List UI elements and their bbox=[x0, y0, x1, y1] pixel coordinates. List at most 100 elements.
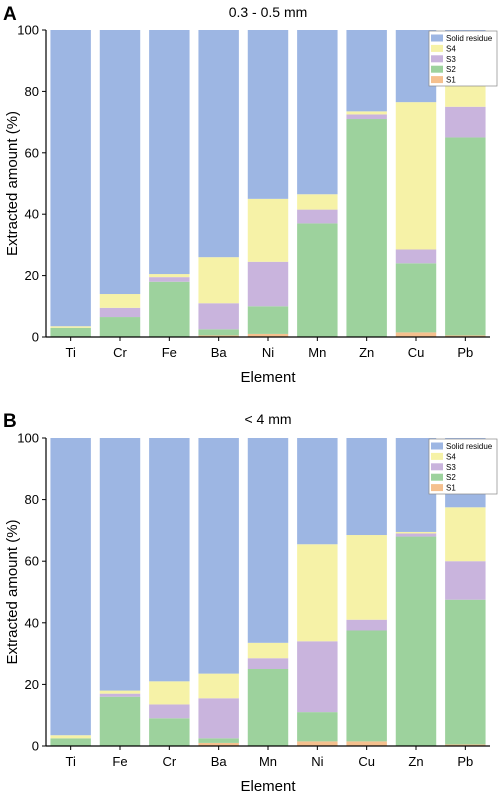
bar-cr-s4 bbox=[99, 294, 141, 308]
bar-pb-s2 bbox=[445, 137, 486, 336]
bar-ni-solid-residue bbox=[297, 438, 338, 545]
bar-cr-s4 bbox=[149, 681, 190, 705]
x-tick-label-cu: Cu bbox=[358, 754, 375, 769]
bar-mn-s2 bbox=[297, 223, 338, 337]
y-tick-label: 60 bbox=[25, 554, 39, 569]
y-tick-label: 100 bbox=[17, 431, 39, 446]
bar-ni-solid-residue bbox=[247, 30, 289, 199]
bar-ba-solid-residue bbox=[198, 438, 239, 674]
bar-ti-s4 bbox=[50, 326, 91, 328]
legend-swatch-solid-residue bbox=[431, 34, 443, 42]
y-axis-title: Extracted amount (%) bbox=[4, 519, 21, 664]
legend-label-s3: S3 bbox=[446, 55, 456, 64]
bar-pb-s3 bbox=[445, 561, 486, 600]
bar-mn-s3 bbox=[247, 658, 289, 669]
bar-zn-solid-residue bbox=[346, 30, 387, 112]
bar-fe-s4 bbox=[149, 274, 190, 278]
y-tick-label: 20 bbox=[25, 268, 39, 283]
bar-zn-s2 bbox=[395, 536, 437, 746]
bar-fe-s4 bbox=[99, 690, 141, 694]
legend-swatch-s3 bbox=[431, 463, 443, 471]
x-tick-label-pb: Pb bbox=[457, 754, 473, 769]
bar-cu-s4 bbox=[395, 102, 437, 250]
legend-label-s2: S2 bbox=[446, 65, 456, 74]
bar-ba-s2 bbox=[198, 329, 239, 336]
legend-label-s1: S1 bbox=[446, 484, 456, 493]
bar-cu-s1 bbox=[346, 741, 387, 746]
chart-panel-b: B < 4 mm 0 20 40 60 80 100 Ti Fe Cr Ba Mn Ni Cu Zn Pb Ele… bbox=[3, 411, 498, 795]
legend-label-solid-residue: Solid residue bbox=[446, 442, 493, 451]
legend-swatch-solid-residue bbox=[431, 442, 443, 450]
bar-cu-s2 bbox=[346, 630, 387, 742]
bar-ni-s4 bbox=[297, 544, 338, 642]
panel-letter: A bbox=[3, 4, 17, 25]
bar-fe-solid-residue bbox=[149, 30, 190, 275]
bar-ti-s2 bbox=[50, 738, 91, 746]
x-tick-label-zn: Zn bbox=[408, 754, 423, 769]
bar-zn-s3 bbox=[346, 114, 387, 120]
bar-ni-s1 bbox=[247, 333, 289, 337]
bar-mn-s4 bbox=[247, 642, 289, 659]
chart-title: < 4 mm bbox=[244, 411, 291, 427]
y-tick-label: 60 bbox=[25, 145, 39, 160]
bar-zn-s3 bbox=[395, 533, 437, 537]
y-tick-label: 0 bbox=[32, 330, 39, 345]
bar-ba-s1 bbox=[198, 335, 239, 337]
legend-label-solid-residue: Solid residue bbox=[446, 34, 493, 43]
legend-swatch-s1 bbox=[431, 76, 443, 84]
bar-ni-s4 bbox=[247, 198, 289, 262]
bar-ni-s2 bbox=[247, 306, 289, 334]
bar-mn-solid-residue bbox=[297, 30, 338, 195]
bar-cr-s2 bbox=[99, 317, 141, 337]
bar-cu-s3 bbox=[395, 249, 437, 264]
bar-ni-s2 bbox=[297, 712, 338, 742]
bar-mn-s4 bbox=[297, 194, 338, 210]
x-tick-label-mn: Mn bbox=[308, 345, 326, 360]
x-tick-label-fe: Fe bbox=[162, 345, 177, 360]
x-tick-label-ni: Ni bbox=[262, 345, 274, 360]
legend-label-s4: S4 bbox=[446, 452, 456, 461]
bars bbox=[50, 30, 486, 337]
legend-swatch-s4 bbox=[431, 44, 443, 52]
bar-pb-s1 bbox=[445, 744, 486, 746]
y-tick-label: 40 bbox=[25, 615, 39, 630]
legend-swatch-s3 bbox=[431, 55, 443, 63]
x-tick-label-mn: Mn bbox=[259, 754, 277, 769]
bar-cr-solid-residue bbox=[99, 30, 141, 295]
legend-swatch-s1 bbox=[431, 484, 443, 492]
bar-cu-s4 bbox=[346, 535, 387, 620]
bar-zn-s4 bbox=[395, 531, 437, 534]
bar-ba-s4 bbox=[198, 673, 239, 699]
bar-cu-s3 bbox=[346, 619, 387, 631]
bar-fe-s3 bbox=[99, 693, 141, 697]
bar-pb-s2 bbox=[445, 599, 486, 745]
bar-ni-s1 bbox=[297, 741, 338, 746]
y-tick-label: 40 bbox=[25, 207, 39, 222]
bar-cu-s2 bbox=[395, 263, 437, 333]
bar-cu-solid-residue bbox=[346, 438, 387, 536]
bar-cr-s2 bbox=[149, 718, 190, 746]
x-axis-title: Element bbox=[240, 778, 296, 795]
bar-ni-s3 bbox=[247, 261, 289, 307]
bar-cu-s1 bbox=[395, 332, 437, 337]
legend-swatch-s2 bbox=[431, 65, 443, 73]
bar-ba-s4 bbox=[198, 257, 239, 304]
legend-label-s4: S4 bbox=[446, 44, 456, 53]
bar-ti-s4 bbox=[50, 735, 91, 739]
x-tick-label-ti: Ti bbox=[65, 345, 75, 360]
bar-fe-solid-residue bbox=[99, 438, 141, 691]
panel-letter: B bbox=[3, 411, 17, 432]
bar-fe-s2 bbox=[149, 281, 190, 337]
x-tick-label-ni: Ni bbox=[311, 754, 323, 769]
x-tick-label-pb: Pb bbox=[457, 345, 473, 360]
x-tick-label-ti: Ti bbox=[65, 754, 75, 769]
x-tick-label-cr: Cr bbox=[113, 345, 127, 360]
legend-swatch-s2 bbox=[431, 473, 443, 481]
bar-cr-solid-residue bbox=[149, 438, 190, 682]
legend-label-s1: S1 bbox=[446, 76, 456, 85]
chart-panel-a: A 0.3 - 0.5 mm 0 20 40 60 80 100 Ti Cr Fe Ba Ni Mn Zn C… bbox=[3, 4, 498, 386]
